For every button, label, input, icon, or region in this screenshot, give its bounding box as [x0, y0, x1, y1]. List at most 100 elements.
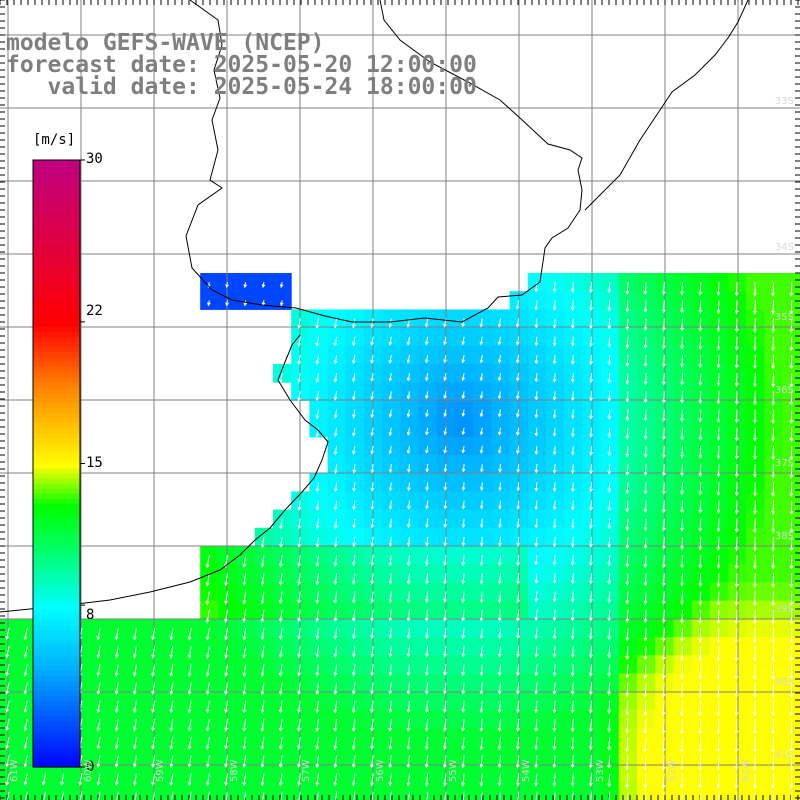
- wind-arrow: [497, 427, 502, 436]
- wind-arrow: [716, 700, 721, 717]
- wind-arrow: [570, 336, 575, 347]
- wind-arrow: [789, 536, 794, 552]
- wind-arrow: [607, 609, 612, 622]
- wind-arrow: [552, 300, 557, 311]
- wind-arrow: [133, 700, 137, 714]
- wind-arrow: [625, 373, 630, 385]
- wind-arrow: [424, 718, 429, 732]
- wind-arrow: [443, 445, 447, 454]
- wind-arrow: [461, 700, 466, 714]
- wind-arrow: [151, 682, 156, 696]
- wind-arrow: [643, 755, 648, 771]
- wind-arrow: [661, 646, 666, 661]
- colorbar-step: [33, 676, 80, 682]
- wind-arrow: [552, 500, 557, 511]
- wind-arrow: [753, 573, 757, 588]
- wind-arrow: [789, 773, 794, 790]
- wind-arrow: [315, 482, 320, 493]
- wind-arrow: [388, 646, 393, 658]
- wind-arrow: [534, 409, 539, 419]
- wind-arrow: [734, 391, 739, 406]
- wind-arrow: [406, 536, 411, 547]
- colorbar-step: [33, 235, 80, 242]
- wind-arrow: [335, 791, 338, 800]
- wind-arrow: [497, 445, 502, 455]
- wind-arrow: [734, 555, 739, 570]
- wind-arrow: [461, 445, 466, 454]
- wind-arrow: [479, 464, 484, 473]
- wind-arrow: [498, 518, 502, 529]
- lon-label: 57W: [301, 759, 312, 782]
- wind-arrow: [278, 718, 283, 732]
- wind-arrow: [643, 773, 648, 789]
- wind-arrow: [443, 609, 447, 622]
- wind-arrow: [699, 791, 702, 800]
- wind-arrow: [461, 718, 466, 732]
- wind-arrow: [716, 354, 721, 369]
- wind-arrow: [388, 773, 393, 787]
- wind-arrow: [169, 737, 174, 750]
- wind-arrow: [716, 409, 721, 423]
- wind-arrow: [716, 573, 721, 588]
- wind-arrow: [753, 282, 757, 297]
- wind-arrow: [370, 445, 374, 455]
- wind-arrow: [698, 336, 703, 350]
- colorbar-step: [33, 175, 80, 181]
- wind-arrow: [625, 464, 630, 476]
- wind-arrow: [515, 354, 520, 364]
- wind-arrow: [789, 591, 794, 607]
- wind-arrow: [607, 555, 612, 567]
- wind-arrow: [680, 318, 684, 332]
- wind-arrow: [23, 645, 28, 659]
- wind-arrow: [552, 755, 557, 769]
- wind-arrow: [351, 682, 356, 695]
- wind-arrow: [443, 737, 447, 751]
- wind-arrow: [570, 646, 575, 659]
- colorbar-step: [33, 498, 80, 505]
- wind-arrow: [589, 536, 593, 548]
- wind-arrow: [789, 646, 794, 662]
- wind-arrow: [333, 646, 338, 659]
- colorbar-unit: [m/s]: [33, 132, 76, 148]
- wind-arrow: [207, 300, 211, 307]
- wind-arrow: [552, 354, 557, 365]
- colorbar-step: [33, 347, 80, 353]
- wind-arrow: [625, 536, 630, 550]
- wind-arrow: [661, 536, 666, 550]
- wind-speed-cell: [527, 782, 547, 800]
- wind-arrow: [499, 791, 501, 800]
- wind-arrow: [370, 700, 374, 714]
- wind-arrow: [607, 391, 612, 402]
- wind-arrow: [23, 773, 28, 786]
- wind-arrow: [352, 573, 356, 586]
- wind-arrow: [370, 555, 374, 567]
- wind-arrow: [625, 409, 630, 422]
- wind-arrow: [517, 791, 520, 800]
- wind-arrow: [753, 755, 757, 771]
- wind-speed-cell: [382, 782, 401, 800]
- colorbar-step: [33, 407, 80, 414]
- wind-arrow: [534, 282, 539, 293]
- wind-arrow: [753, 555, 757, 570]
- wind-arrow: [242, 646, 247, 659]
- wind-speed-cell: [254, 782, 274, 800]
- wind-arrow: [444, 791, 447, 800]
- wind-arrow: [352, 555, 356, 567]
- colorbar-step: [33, 185, 80, 191]
- wind-arrow: [772, 791, 774, 800]
- wind-arrow: [515, 391, 520, 400]
- wind-arrow: [461, 500, 466, 510]
- colorbar-step: [33, 473, 80, 480]
- wind-arrow: [661, 482, 666, 495]
- lat-label: 33S: [774, 96, 794, 107]
- wind-arrow: [625, 391, 630, 404]
- wind-arrow: [406, 373, 411, 382]
- wind-arrow: [370, 482, 375, 492]
- wind-arrow: [479, 627, 484, 640]
- wind-arrow: [570, 482, 575, 493]
- wind-arrow: [23, 682, 28, 695]
- wind-arrow: [734, 464, 739, 478]
- wind-arrow: [169, 700, 174, 714]
